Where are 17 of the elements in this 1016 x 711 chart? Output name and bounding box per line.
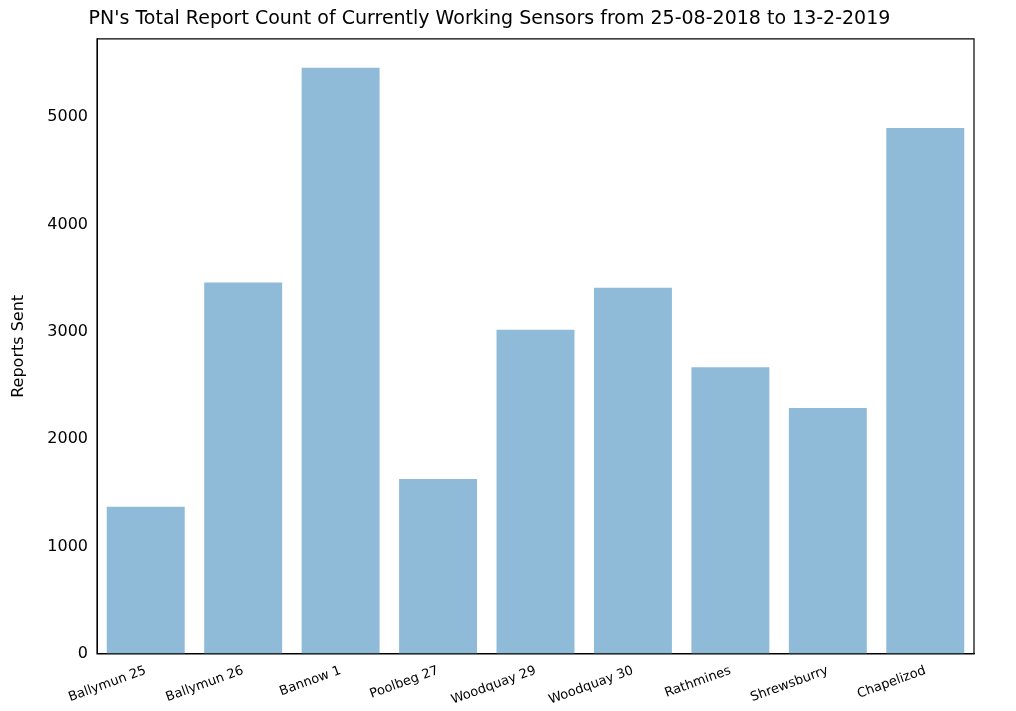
y-axis-title: Reports Sent xyxy=(7,294,27,398)
chart-title: PN's Total Report Count of Currently Working Sensors from 25-08-2018 to 13-2-2019 xyxy=(88,6,891,29)
bar xyxy=(204,282,283,654)
y-tick-label: 1000 xyxy=(47,535,88,555)
bar xyxy=(399,478,478,654)
bar xyxy=(301,67,380,654)
y-tick-label: 2000 xyxy=(47,428,88,448)
bar xyxy=(496,329,575,654)
y-tick-label: 3000 xyxy=(47,321,88,340)
y-tick-label: 5000 xyxy=(47,106,88,126)
bar xyxy=(593,287,672,654)
bar xyxy=(106,506,185,654)
y-tick-label: 0 xyxy=(77,643,88,663)
bar xyxy=(691,367,770,654)
bar xyxy=(788,408,867,654)
bar xyxy=(886,127,965,654)
y-tick-label: 4000 xyxy=(47,213,88,233)
